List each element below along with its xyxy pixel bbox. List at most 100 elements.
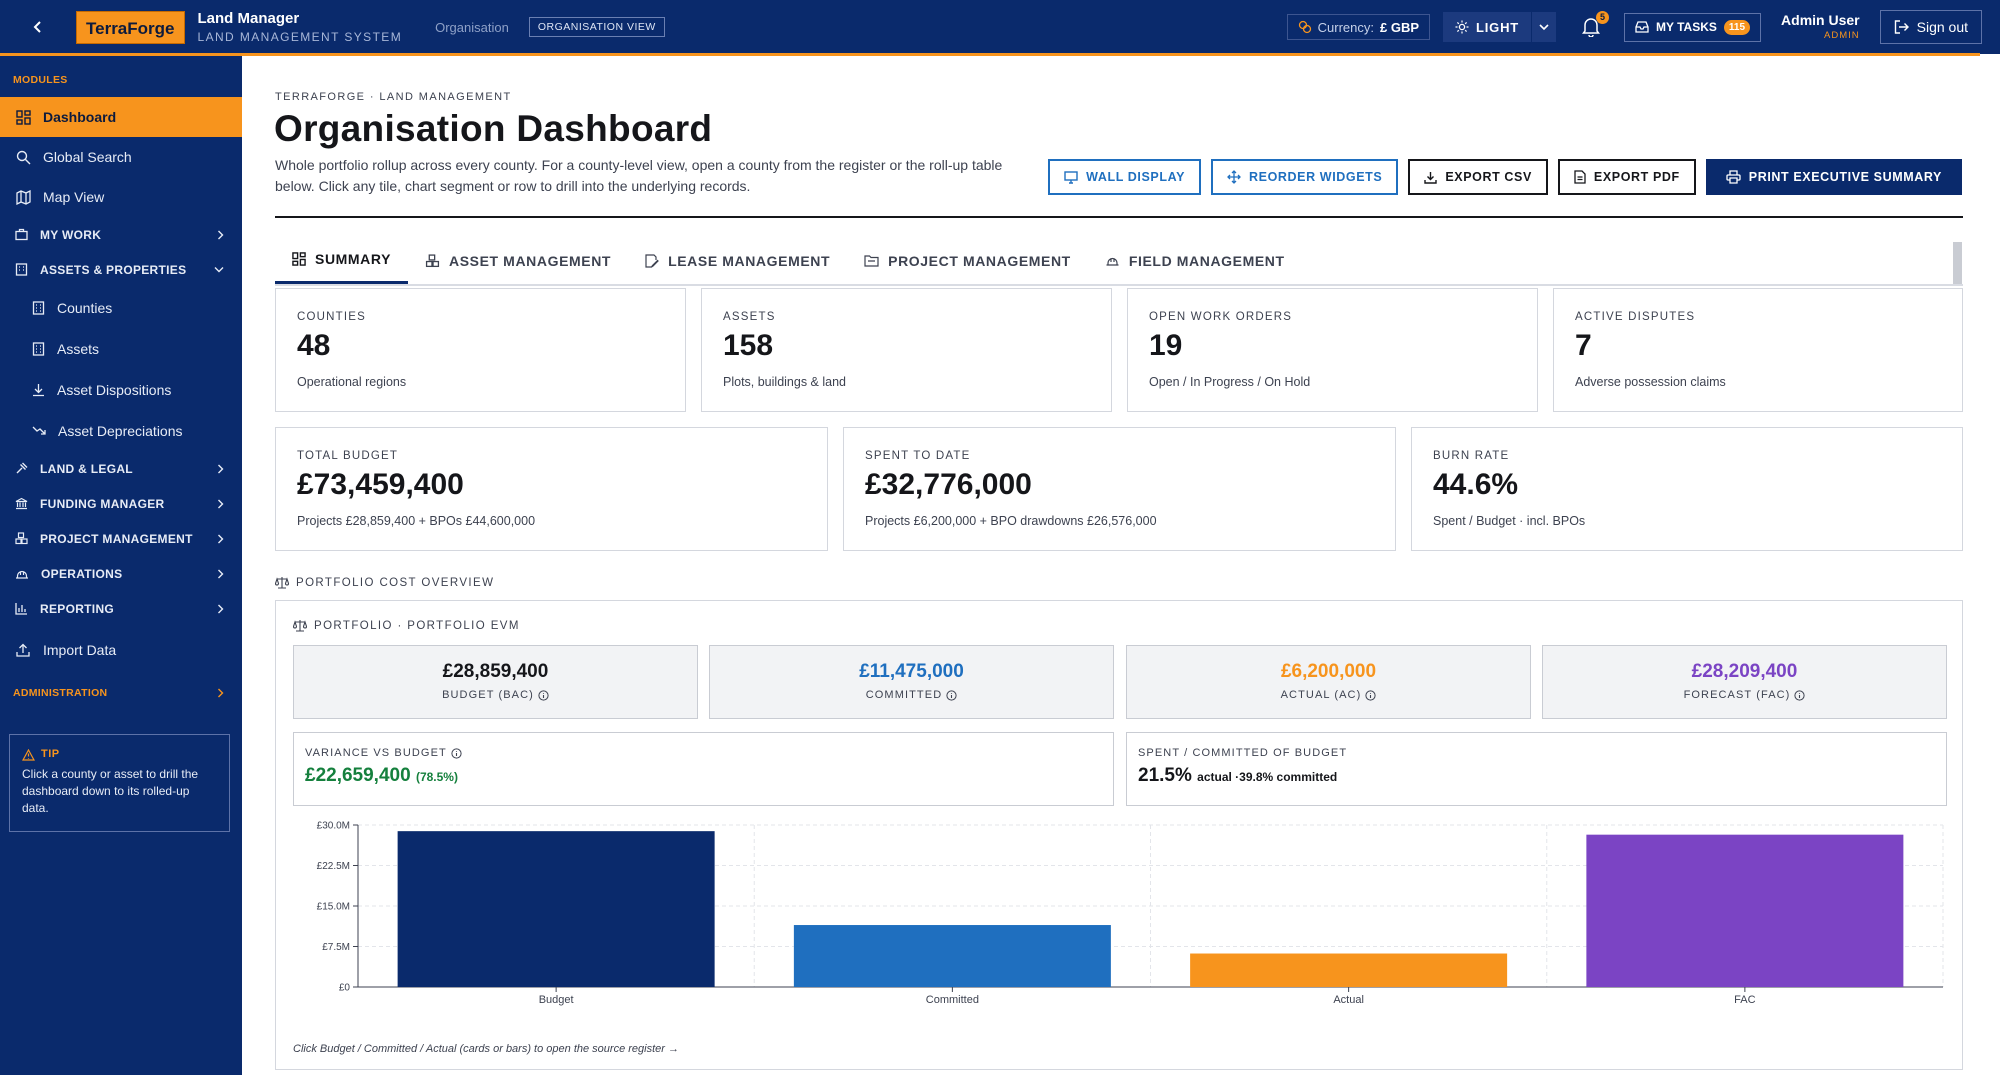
tab-summary[interactable]: SUMMARY [275, 237, 409, 284]
user-menu[interactable]: Admin User ADMIN [1781, 13, 1860, 41]
app-logo[interactable]: TerraForge [76, 10, 185, 44]
dashboard-icon [15, 109, 31, 125]
chevron-right-icon [218, 230, 224, 239]
print-executive-summary-button[interactable]: PRINT EXECUTIVE SUMMARY [1705, 159, 1962, 195]
kpi-label: OPEN WORK ORDERS [1149, 311, 1293, 323]
sign-out-button[interactable]: Sign out [1879, 10, 1982, 44]
inbox-icon [1635, 21, 1649, 33]
notifications-button[interactable]: 5 [1578, 11, 1609, 42]
sidebar-group-administration[interactable]: ADMINISTRATION [0, 674, 242, 711]
sidebar-item-label: Asset Dispositions [57, 381, 172, 398]
tab-asset-management[interactable]: ASSET MANAGEMENT [408, 237, 628, 284]
bar-actual[interactable] [1190, 953, 1508, 987]
kpi-value: 158 [723, 329, 774, 362]
y-tick-label: £30.0M [317, 821, 350, 832]
evm-committed-card[interactable]: £11,475,000 COMMITTED [709, 645, 1114, 719]
sidebar-group-reporting[interactable]: REPORTING [0, 591, 242, 626]
kpi-label: COUNTIES [297, 311, 367, 323]
info-icon[interactable] [946, 689, 957, 701]
sidebar-item-label: Counties [57, 299, 113, 316]
bar-budget[interactable] [397, 831, 715, 987]
sidebar-item-assets[interactable]: Assets [0, 328, 242, 369]
chevron-right-icon [218, 604, 224, 613]
sidebar-item-dashboard[interactable]: Dashboard [0, 97, 242, 137]
kpi-assets[interactable]: ASSETS 158 Plots, buildings & land [701, 288, 1112, 412]
sidebar-group-project-management[interactable]: PROJECT MANAGEMENT [0, 521, 242, 556]
printer-icon [1726, 170, 1741, 184]
tip-text: Click a county or asset to drill the das… [22, 766, 199, 815]
kpi-burn-rate[interactable]: BURN RATE 44.6% Spent / Budget · incl. B… [1411, 427, 1963, 551]
evm-actual-card[interactable]: £6,200,000 ACTUAL (AC) [1126, 645, 1531, 719]
sidebar-item-global-search[interactable]: Global Search [0, 137, 242, 177]
panel-title: PORTFOLIO · PORTFOLIO EVM [293, 619, 520, 632]
evm-value: £28,859,400 [442, 661, 549, 682]
sidebar-group-operations[interactable]: OPERATIONS [0, 556, 242, 591]
y-tick-label: £0 [339, 983, 351, 994]
kpi-total-budget[interactable]: TOTAL BUDGET £73,459,400 Projects £28,85… [275, 427, 828, 551]
sidebar-item-counties[interactable]: Counties [0, 287, 242, 328]
wall-display-button[interactable]: WALL DISPLAY [1048, 159, 1202, 195]
export-csv-button[interactable]: EXPORT CSV [1408, 159, 1548, 195]
header-divider [275, 216, 1963, 218]
info-icon[interactable] [538, 689, 549, 701]
sidebar-item-import-data[interactable]: Import Data [0, 626, 242, 674]
tab-project-management[interactable]: PROJECT MANAGEMENT [847, 237, 1088, 284]
warning-icon [22, 748, 35, 761]
chevron-down-icon [214, 267, 224, 273]
evm-forecast-card[interactable]: £28,209,400 FORECAST (FAC) [1542, 645, 1947, 719]
kpi-sub: Spent / Budget · incl. BPOs [1433, 514, 1586, 528]
kpi-sub: Adverse possession claims [1575, 375, 1726, 389]
y-tick-label: £7.5M [322, 942, 350, 953]
x-tick-label: FAC [1734, 994, 1755, 1006]
breadcrumb[interactable]: Organisation [435, 19, 509, 35]
currency-selector[interactable]: Currency: £ GBP [1286, 14, 1430, 40]
app-title: Land Manager [197, 10, 300, 27]
theme-toggle[interactable]: LIGHT [1443, 12, 1556, 42]
sign-out-label: Sign out [1916, 19, 1968, 35]
sidebar-group-my-work[interactable]: MY WORK [0, 217, 242, 252]
sidebar-item-asset-depreciations[interactable]: Asset Depreciations [0, 410, 242, 451]
sun-icon [1455, 20, 1469, 34]
evm-budget-card[interactable]: £28,859,400 BUDGET (BAC) [293, 645, 698, 719]
kpi-label: ASSETS [723, 311, 776, 323]
coins-icon [1298, 20, 1311, 34]
kpi-open-work-orders[interactable]: OPEN WORK ORDERS 19 Open / In Progress /… [1127, 288, 1538, 412]
modules-heading: MODULES [13, 74, 68, 86]
export-pdf-button[interactable]: EXPORT PDF [1557, 159, 1696, 195]
boxes-icon [15, 532, 28, 545]
hard-hat-icon [16, 570, 28, 579]
sidebar-item-label: Assets [57, 340, 100, 357]
info-icon[interactable] [1365, 689, 1376, 701]
building-icon [15, 263, 28, 276]
back-button[interactable] [0, 0, 76, 54]
variance-label: VARIANCE VS BUDGET [305, 747, 447, 759]
sidebar-item-label: Global Search [43, 149, 132, 165]
page-kicker: TERRAFORGE · LAND MANAGEMENT [275, 91, 512, 103]
portfolio-evm-panel: PORTFOLIO · PORTFOLIO EVM £28,859,400 BU… [275, 600, 1963, 1070]
sidebar-group-funding-manager[interactable]: FUNDING MANAGER [0, 486, 242, 521]
info-icon[interactable] [1794, 689, 1806, 701]
evm-bar-chart: £0 £7.5M £15.0M £22.5M £30.0M Budget Committed… [293, 817, 1947, 1027]
sidebar-item-map-view[interactable]: Map View [0, 177, 242, 217]
my-tasks-button[interactable]: MY TASKS 115 [1624, 12, 1762, 42]
tab-field-management[interactable]: FIELD MANAGEMENT [1088, 237, 1302, 284]
kpi-counties[interactable]: COUNTIES 48 Operational regions [275, 288, 686, 412]
kpi-active-disputes[interactable]: ACTIVE DISPUTES 7 Adverse possession cla… [1553, 288, 1963, 412]
kpi-spent-to-date[interactable]: SPENT TO DATE £32,776,000 Projects £6,20… [843, 427, 1396, 551]
sidebar-item-label: Dashboard [43, 109, 117, 125]
bar-fac[interactable] [1586, 834, 1904, 987]
sidebar-group-assets-properties[interactable]: ASSETS & PROPERTIES [0, 252, 242, 287]
bar-committed[interactable] [793, 925, 1111, 987]
page-title: Organisation Dashboard [274, 108, 713, 149]
scrollbar-thumb[interactable] [1953, 242, 1962, 284]
sidebar-group-land-legal[interactable]: LAND & LEGAL [0, 451, 242, 486]
sidebar-group-label: REPORTING [40, 601, 115, 616]
export-pdf-label: EXPORT PDF [1593, 170, 1680, 184]
sidebar-item-asset-dispositions[interactable]: Asset Dispositions [0, 369, 242, 410]
tab-lease-management[interactable]: LEASE MANAGEMENT [628, 237, 847, 284]
page-actions: WALL DISPLAY REORDER WIDGETS EXPORT CSV … [1048, 159, 1962, 195]
x-tick-label: Budget [539, 994, 574, 1006]
theme-dropdown[interactable] [1532, 23, 1556, 31]
info-icon[interactable] [451, 747, 462, 759]
reorder-widgets-button[interactable]: REORDER WIDGETS [1211, 159, 1399, 195]
